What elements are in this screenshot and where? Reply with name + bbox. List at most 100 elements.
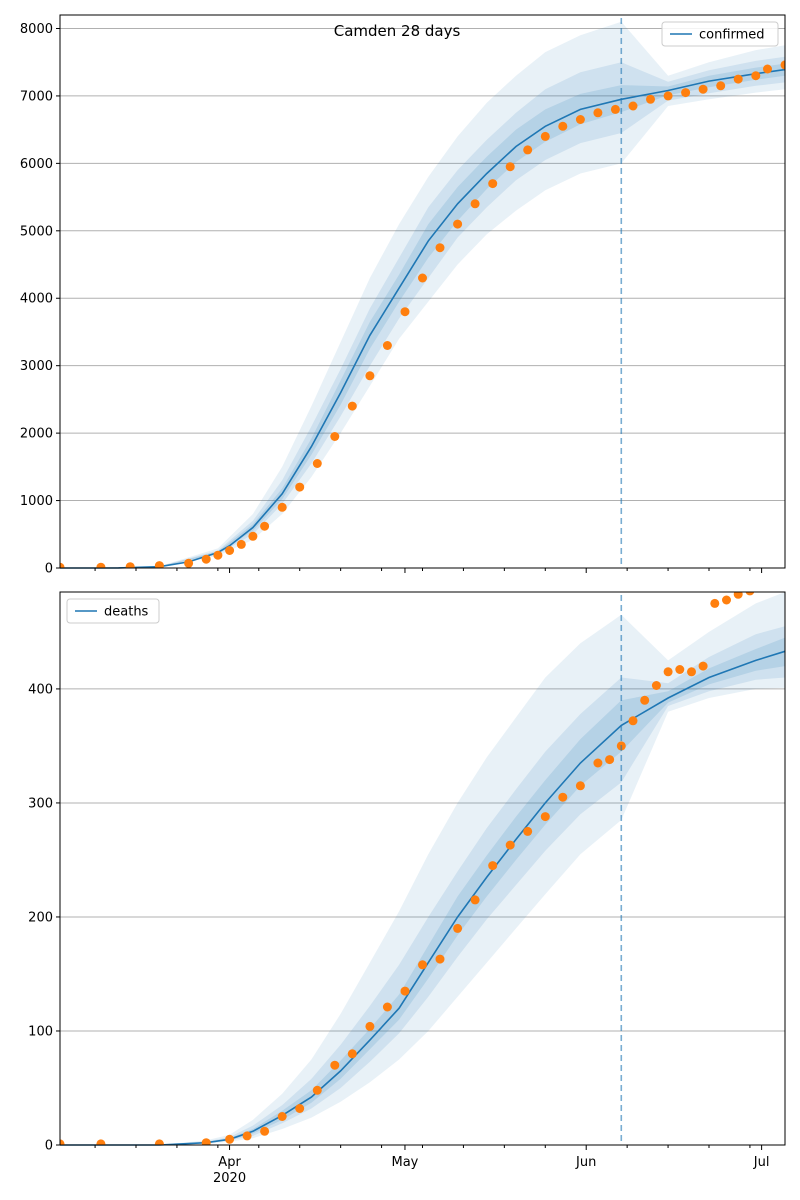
confirmed-observed-point [60,562,65,568]
deaths-observed-point [96,1139,106,1145]
deaths-observed-point [225,1134,235,1144]
confirmed-observed-point [470,199,480,209]
confirmed-observed-point [260,521,270,531]
deaths-band-outer [60,592,785,1145]
deaths-observed-point [453,923,463,933]
deaths-observed-point [663,667,673,677]
confirmed-observed-point [453,219,463,229]
confirmed-observed-point [488,179,498,189]
confirmed-y-tick-label: 1000 [20,494,53,509]
deaths-x-tick-label: Apr [218,1155,241,1170]
deaths-observed-point [640,695,650,705]
deaths-observed-point [745,592,755,596]
confirmed-observed-point [575,115,585,124]
deaths-observed-point [295,1104,305,1113]
deaths-observed-point [710,598,720,608]
confirmed-legend-box [661,21,779,47]
deaths-observed-point [505,840,515,850]
confirmed-observed-point [125,562,135,568]
deaths-observed-point [260,1126,270,1136]
confirmed-x-axis [94,568,763,573]
deaths-y-tick-label: 200 [28,910,53,925]
confirmed-observed-point [184,558,194,568]
confirmed-band-outer [60,21,785,568]
confirmed-observed-point [558,121,568,131]
confirmed-observed-point [154,561,164,568]
deaths-x-year-label: 2020 [213,1171,246,1186]
confirmed-observed-point [400,307,410,317]
deaths-observed-points [60,592,755,1145]
confirmed-observed-point [663,91,673,101]
deaths-x-tick-label: May [392,1155,419,1170]
confirmed-observed-point [733,74,743,84]
confirmed-legend-label: confirmed [699,28,765,43]
deaths-legend: deaths [66,598,160,624]
deaths-observed-point [435,954,445,964]
confirmed-observed-point [681,88,691,98]
confirmed-observed-point [201,554,211,564]
deaths-y-tick-label: 400 [28,682,53,697]
deaths-y-tick-label: 0 [45,1139,53,1154]
deaths-observed-point [488,861,498,871]
confirmed-observed-point [225,546,235,555]
confirmed-y-tick-label: 2000 [20,427,53,442]
deaths-x-axis: Apr May Jun Jul 2020 [94,1145,770,1186]
confirmed-observed-point [213,550,223,560]
deaths-observed-point [330,1060,340,1070]
confirmed-y-tick-label: 6000 [20,157,53,172]
confirmed-y-tick-label: 5000 [20,224,53,239]
confirmed-y-axis: 0 1000 2000 3000 4000 5000 6000 7000 8000 [20,22,60,577]
deaths-model-line [60,650,786,1146]
confirmed-observed-point [751,71,761,81]
deaths-observed-point [687,667,696,677]
deaths-observed-point [675,665,685,674]
confirmed-observed-point [763,64,772,74]
confirmed-observed-point [628,101,638,111]
confirmed-y-tick-label: 8000 [20,22,53,37]
deaths-observed-point [242,1131,252,1141]
confirmed-observed-point [593,108,603,118]
deaths-observed-point [312,1085,322,1095]
deaths-y-tick-label: 100 [28,1024,53,1039]
confirmed-observed-point [236,539,246,549]
deaths-uncertainty-bands [60,592,785,1145]
deaths-observed-point [698,661,708,671]
deaths-observed-point [201,1138,211,1145]
confirmed-observed-point [365,371,375,381]
confirmed-observed-point [716,81,726,91]
confirmed-observed-point [330,432,340,441]
deaths-observed-point [628,716,638,726]
deaths-observed-point [523,826,533,836]
deaths-observed-point [558,792,568,802]
deaths-y-axis: 0 100 200 300 400 [28,682,60,1154]
deaths-observed-point [593,758,603,768]
confirmed-uncertainty-bands [60,21,785,569]
confirmed-observed-point [780,60,785,70]
confirmed-observed-point [295,482,305,492]
confirmed-y-tick-label: 0 [45,562,53,577]
confirmed-observed-point [312,459,322,468]
deaths-observed-point [154,1139,164,1145]
confirmed-y-tick-label: 3000 [20,359,53,374]
confirmed-observed-point [382,341,392,350]
deaths-panel: 0 100 200 300 400 Apr May Jun Jul 2020 deaths [28,591,786,1186]
chart-title: Camden 28 days [334,22,461,40]
deaths-observed-point [605,755,615,765]
deaths-legend-box [66,598,160,624]
deaths-x-tick-label: Jul [753,1155,770,1170]
deaths-observed-point [540,812,550,822]
deaths-observed-point [418,960,427,970]
confirmed-observed-point [435,243,445,253]
confirmed-observed-points [60,60,785,568]
deaths-band-middle [60,626,785,1145]
deaths-observed-point [651,681,661,690]
confirmed-observed-point [698,84,708,94]
deaths-observed-point [382,1002,392,1012]
confirmed-observed-point [248,531,258,541]
confirmed-legend: confirmed [661,21,779,47]
deaths-observed-point [722,595,731,605]
confirmed-observed-point [277,502,287,512]
confirmed-y-tick-label: 4000 [20,292,53,307]
deaths-observed-point [470,895,480,905]
